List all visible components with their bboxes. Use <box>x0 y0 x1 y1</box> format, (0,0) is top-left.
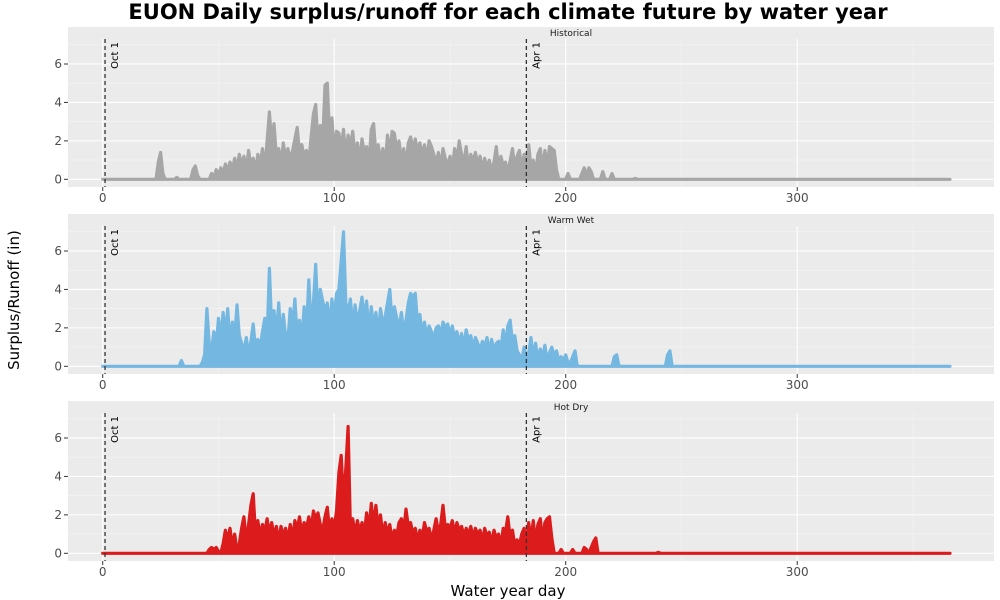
y-tick-label: 2 <box>54 321 62 335</box>
panel-strip <box>68 27 994 39</box>
panel-strip <box>68 214 994 226</box>
x-tick-label: 100 <box>323 565 346 579</box>
panel-hot-dry: Hot Dry Oct 1 Apr 1 0 2 4 6 0 100 200 300 <box>54 401 994 579</box>
panel-strip-label: Historical <box>550 29 592 39</box>
chart-title: EUON Daily surplus/runoff for each clima… <box>128 0 888 24</box>
reference-line-label: Apr 1 <box>531 42 542 69</box>
reference-line-label: Oct 1 <box>110 42 121 69</box>
x-tick-label: 100 <box>323 191 346 205</box>
panel-strip <box>68 401 994 413</box>
x-tick-label: 200 <box>554 565 577 579</box>
panel-warm-wet: Warm Wet Oct 1 Apr 1 0 2 4 6 0 100 200 300 <box>54 214 994 392</box>
y-tick-label: 6 <box>54 57 62 71</box>
x-axis-title: Water year day <box>451 582 566 600</box>
x-tick-label: 300 <box>786 191 809 205</box>
x-tick-label: 200 <box>554 378 577 392</box>
y-tick-label: 4 <box>54 469 62 483</box>
y-tick-label: 6 <box>54 244 62 258</box>
x-tick-label: 200 <box>554 191 577 205</box>
x-tick-label: 0 <box>99 378 107 392</box>
reference-line-label: Apr 1 <box>531 229 542 256</box>
y-tick-label: 4 <box>54 95 62 109</box>
series-area-hot-dry <box>101 424 952 555</box>
reference-line-label: Apr 1 <box>531 416 542 443</box>
y-tick-label: 0 <box>54 546 62 560</box>
x-tick-label: 0 <box>99 191 107 205</box>
x-tick-label: 100 <box>323 378 346 392</box>
y-tick-label: 0 <box>54 359 62 373</box>
y-tick-label: 4 <box>54 282 62 296</box>
y-axis-title: Surplus/Runoff (in) <box>5 230 23 370</box>
x-tick-label: 0 <box>99 565 107 579</box>
reference-line-label: Oct 1 <box>110 229 121 256</box>
x-tick-label: 300 <box>786 565 809 579</box>
series-area-warm-wet <box>101 230 952 368</box>
series-area-historical <box>101 81 952 181</box>
y-tick-label: 2 <box>54 508 62 522</box>
y-tick-label: 0 <box>54 172 62 186</box>
y-tick-label: 6 <box>54 431 62 445</box>
x-tick-label: 300 <box>786 378 809 392</box>
panel-strip-label: Hot Dry <box>554 403 589 413</box>
panel-historical: Historical Oct 1 Apr 1 0 2 4 6 0 100 200 300 <box>54 27 994 205</box>
reference-line-label: Oct 1 <box>110 416 121 443</box>
panel-strip-label: Warm Wet <box>548 216 595 226</box>
y-tick-label: 2 <box>54 134 62 148</box>
